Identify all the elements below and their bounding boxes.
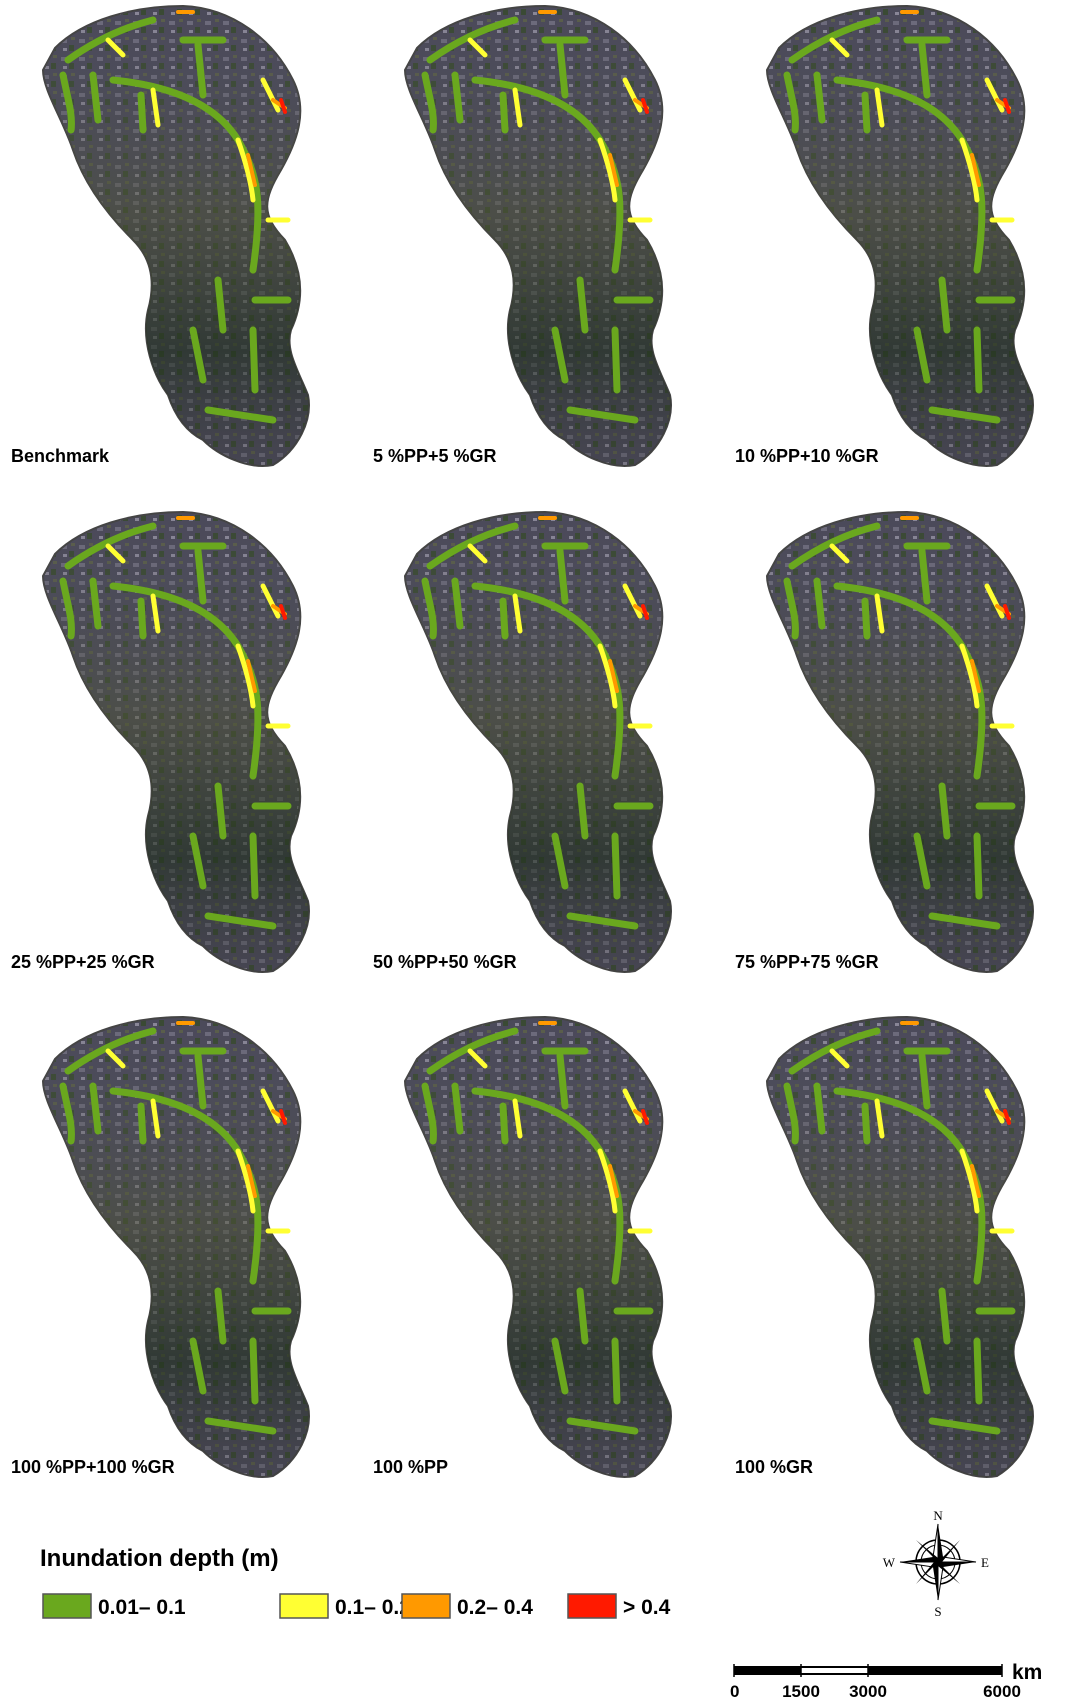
map-panel: Benchmark bbox=[11, 6, 309, 466]
legend-label: 0.01– 0.1 bbox=[98, 1596, 186, 1619]
scale-bar-segment bbox=[801, 1668, 868, 1673]
legend-swatch bbox=[279, 1593, 329, 1619]
map-panel: 100 %PP+100 %GR bbox=[11, 1017, 309, 1477]
legend-label: 0.2– 0.4 bbox=[457, 1596, 533, 1619]
map bbox=[405, 6, 671, 466]
compass-north: N bbox=[933, 1508, 943, 1523]
map-panel: 10 %PP+10 %GR bbox=[735, 6, 1033, 466]
compass-west: W bbox=[883, 1555, 896, 1570]
map-panel: 100 %PP bbox=[373, 1017, 671, 1477]
compass: N S E W bbox=[883, 1508, 989, 1619]
panel-label: 10 %PP+10 %GR bbox=[735, 446, 879, 466]
panel-label: 25 %PP+25 %GR bbox=[11, 952, 155, 972]
scale-unit: km bbox=[1012, 1661, 1042, 1684]
scale-label: 3000 bbox=[849, 1682, 887, 1699]
map-panel: 75 %PP+75 %GR bbox=[735, 512, 1033, 972]
scale-label: 1500 bbox=[782, 1682, 820, 1699]
panels: Benchmark 5 %PP+5 %GR 10 %PP+10 %GR 25 %PP+… bbox=[11, 6, 1033, 1477]
map bbox=[767, 512, 1033, 972]
map bbox=[405, 1017, 671, 1477]
panel-label: 5 %PP+5 %GR bbox=[373, 446, 497, 466]
panel-label: 100 %GR bbox=[735, 1457, 813, 1477]
panel-label: 100 %PP+100 %GR bbox=[11, 1457, 175, 1477]
panel-label: Benchmark bbox=[11, 446, 110, 466]
legend-swatch bbox=[42, 1593, 92, 1619]
map bbox=[43, 1017, 309, 1477]
map bbox=[43, 512, 309, 972]
scale-label: 6000 bbox=[983, 1682, 1021, 1699]
scale-label: 0 bbox=[730, 1682, 739, 1699]
legend-swatch bbox=[567, 1593, 617, 1619]
panel-label: 75 %PP+75 %GR bbox=[735, 952, 879, 972]
map bbox=[405, 512, 671, 972]
legend-swatch bbox=[401, 1593, 451, 1619]
map-panel: 25 %PP+25 %GR bbox=[11, 512, 309, 972]
map bbox=[767, 1017, 1033, 1477]
map-panel: 50 %PP+50 %GR bbox=[373, 512, 671, 972]
legend-label: 0.1– 0.2 bbox=[335, 1596, 411, 1619]
legend: 0.01– 0.1 0.1– 0.2 0.2– 0.4 > 0.4 bbox=[42, 1593, 671, 1619]
panel-label: 50 %PP+50 %GR bbox=[373, 952, 517, 972]
map bbox=[767, 6, 1033, 466]
legend-label: > 0.4 bbox=[623, 1596, 671, 1619]
map-panel: 5 %PP+5 %GR bbox=[373, 6, 671, 466]
map bbox=[43, 6, 309, 466]
legend-title: Inundation depth (m) bbox=[40, 1545, 279, 1572]
compass-east: E bbox=[981, 1555, 989, 1570]
compass-south: S bbox=[934, 1604, 941, 1619]
map-panel: 100 %GR bbox=[735, 1017, 1033, 1477]
panel-label: 100 %PP bbox=[373, 1457, 448, 1477]
